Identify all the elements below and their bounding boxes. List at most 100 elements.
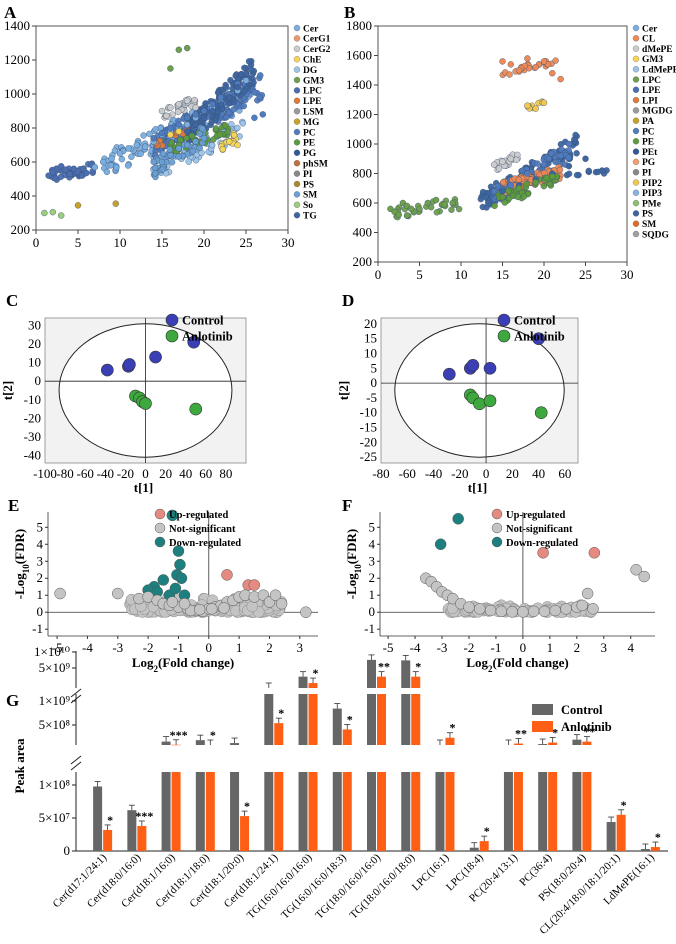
x-axis-title-main: Log [132, 655, 154, 670]
x-tick-label: 4 [627, 640, 634, 655]
scatter-point [505, 187, 512, 195]
bar-control [230, 743, 240, 745]
scatter-point-sm [183, 141, 191, 149]
y-tick-label: -10 [24, 392, 41, 407]
legend-marker [632, 66, 640, 73]
scatter-point [214, 108, 222, 115]
x-tick-label: -20 [451, 466, 468, 481]
scatter-point [166, 146, 173, 153]
scatter-point-gm3 [183, 44, 191, 52]
legend-label: Control [182, 314, 224, 328]
y-tick-label: 2 [37, 570, 44, 585]
volcano-point-not-significant [275, 597, 288, 610]
bar-anlotinib [171, 772, 181, 851]
scatter-point-lpc [395, 211, 402, 219]
y-axis-title-sub: 10 [353, 564, 363, 574]
volcano-point-up-regulated [588, 547, 601, 559]
y-tick-label: 3 [369, 553, 376, 568]
axis-break-mark [70, 694, 82, 704]
scatter-point-lpc [449, 199, 456, 207]
scatter-point [124, 162, 132, 169]
bar-control [332, 772, 342, 851]
y-tick-label: 800 [353, 166, 373, 181]
axis-break-mark [70, 755, 82, 765]
scatter-point [196, 130, 203, 137]
scatter-point-pc [524, 170, 531, 177]
scatter-point [196, 144, 203, 152]
legend-marker [632, 55, 640, 63]
y-tick-label: 1200 [346, 107, 372, 122]
bar-anlotinib [411, 676, 421, 688]
scatter-point-pc [209, 100, 216, 108]
score-point-anlotinib [534, 406, 548, 419]
bar-control [195, 772, 205, 851]
volcano-point-not-significant [246, 600, 258, 613]
score-point-control [101, 363, 114, 377]
legend-label: Cer [642, 24, 658, 34]
significance-marker: *** [135, 809, 153, 823]
scatter-point-cer [91, 163, 99, 171]
bar-control [195, 740, 205, 745]
volcano-point-not-significant [269, 589, 282, 601]
legend-label: PS [642, 210, 653, 220]
scatter-point [479, 203, 486, 211]
legend-label: Down-regulated [169, 538, 241, 549]
scatter-point-sm [192, 138, 199, 145]
scatter-point-sm [167, 151, 174, 159]
panel-d-chart: -80 -60 -40 -20 0 20 40 60-25-20-15-10-50510152… [336, 314, 579, 495]
scatter-point [168, 159, 176, 166]
bar-control [298, 694, 308, 745]
score-point-control [123, 358, 136, 371]
scatter-point [159, 150, 167, 157]
legend-label: SQDG [642, 230, 670, 240]
scatter-point [501, 199, 509, 206]
scatter-point [103, 168, 111, 176]
scatter-point-pc [167, 124, 174, 132]
scatter-point-gm3 [167, 65, 174, 72]
legend-marker [632, 179, 640, 186]
x-tick-label: -40 [97, 466, 114, 481]
legend-label: phSM [303, 160, 328, 170]
bar-control [161, 741, 171, 745]
scatter-point [183, 134, 190, 142]
legend-label: Not-significant [169, 524, 236, 535]
legend-label: DG [303, 66, 318, 76]
bar-anlotinib [582, 741, 592, 745]
y-tick-label: -5 [366, 390, 377, 405]
scatter-point-lpc [62, 166, 69, 173]
scatter-point [152, 126, 159, 133]
y-tick-label: -10 [360, 405, 377, 420]
x-tick-label: 10 [455, 267, 468, 282]
bar-control [401, 694, 411, 745]
scatter-point [107, 162, 115, 169]
legend-marker [632, 127, 640, 135]
legend-marker [293, 191, 301, 198]
y-tick-label: -20 [24, 410, 41, 425]
legend-marker [293, 35, 301, 42]
y-tick-label: 600 [11, 154, 31, 169]
scatter-point [448, 206, 455, 213]
y-tick-label: 1600 [346, 48, 372, 63]
y-axis-title: Peak area [12, 738, 27, 793]
x-tick-label: -100 [33, 466, 57, 481]
y-tick-label: 5×10⁸ [39, 717, 71, 732]
scatter-point [191, 96, 198, 104]
scatter-point [250, 79, 257, 86]
volcano-point-up-regulated [248, 579, 261, 591]
volcano-point-not-significant [549, 604, 561, 617]
legend-label: SM [303, 191, 317, 201]
volcano-point-down-regulated [172, 545, 185, 557]
legend-marker [293, 97, 301, 104]
scatter-point [515, 176, 523, 183]
scatter-point-ps [499, 187, 506, 195]
legend-label: TG [303, 212, 317, 222]
scatter-point-cl [557, 75, 564, 83]
volcano-point-not-significant [166, 596, 179, 608]
bar-control [640, 849, 650, 851]
scatter-point-pc [507, 182, 514, 189]
volcano-point-not-significant [527, 605, 540, 618]
legend-marker [632, 35, 640, 42]
scatter-point [573, 150, 580, 157]
scatter-point-tg [242, 70, 250, 77]
